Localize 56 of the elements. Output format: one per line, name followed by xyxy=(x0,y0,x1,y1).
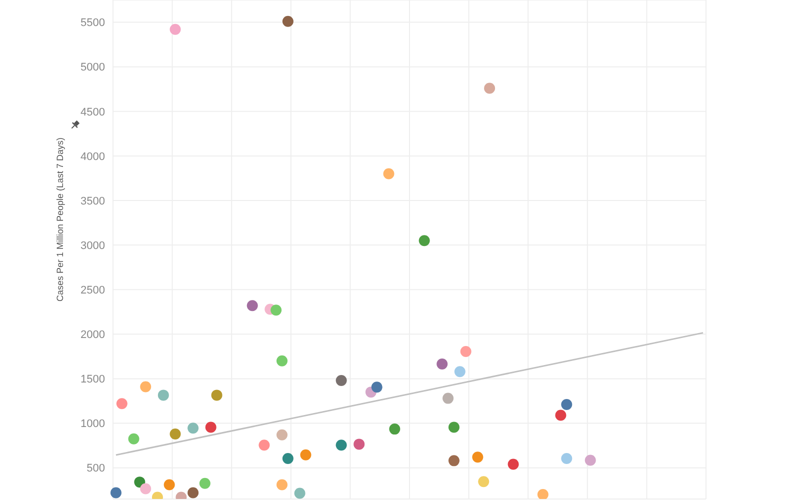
point xyxy=(188,487,199,498)
point xyxy=(354,438,365,450)
point xyxy=(199,478,210,489)
y-tick-label: 2500 xyxy=(80,284,105,297)
point xyxy=(454,366,466,378)
point xyxy=(282,452,294,464)
point xyxy=(270,304,282,316)
point xyxy=(484,82,496,94)
y-tick-label: 5500 xyxy=(80,17,105,30)
y-tick-label: 4000 xyxy=(80,150,105,163)
point xyxy=(436,358,448,370)
point xyxy=(389,424,400,435)
point xyxy=(336,374,347,386)
point xyxy=(371,382,382,393)
point xyxy=(158,390,169,401)
point xyxy=(116,398,128,410)
y-tick-label: 3500 xyxy=(80,195,105,208)
point xyxy=(211,390,222,401)
point xyxy=(276,429,288,440)
point xyxy=(276,479,288,490)
point xyxy=(561,452,572,464)
point xyxy=(258,440,270,451)
point xyxy=(448,422,460,433)
point xyxy=(442,392,454,404)
point xyxy=(418,235,430,246)
point xyxy=(246,300,258,312)
point xyxy=(555,410,566,421)
point xyxy=(188,422,199,434)
point xyxy=(561,399,572,410)
point xyxy=(448,455,460,466)
point xyxy=(140,483,152,494)
point xyxy=(336,440,347,451)
y-tick-label: 4500 xyxy=(80,106,105,118)
y-tick-label: 5000 xyxy=(80,62,105,74)
point xyxy=(276,355,288,366)
point xyxy=(164,479,175,490)
y-tick-label: 3000 xyxy=(80,240,105,252)
point xyxy=(282,16,294,27)
y-axis-title: Cases Per 1 Million People (Last 7 Days) xyxy=(55,137,66,302)
y-tick-label: 500 xyxy=(86,462,105,475)
point xyxy=(460,346,472,358)
point xyxy=(294,488,306,499)
point xyxy=(110,487,122,498)
point xyxy=(128,433,140,444)
point xyxy=(472,452,484,463)
point xyxy=(584,454,596,466)
point xyxy=(478,476,490,488)
point xyxy=(170,428,181,440)
point xyxy=(205,422,216,433)
y-tick-label: 1500 xyxy=(80,374,105,386)
point xyxy=(300,449,312,460)
point xyxy=(134,476,146,488)
point xyxy=(170,24,181,35)
y-tick-label: 2000 xyxy=(80,329,105,342)
point xyxy=(508,458,519,470)
y-tick-label: 1000 xyxy=(80,418,105,430)
